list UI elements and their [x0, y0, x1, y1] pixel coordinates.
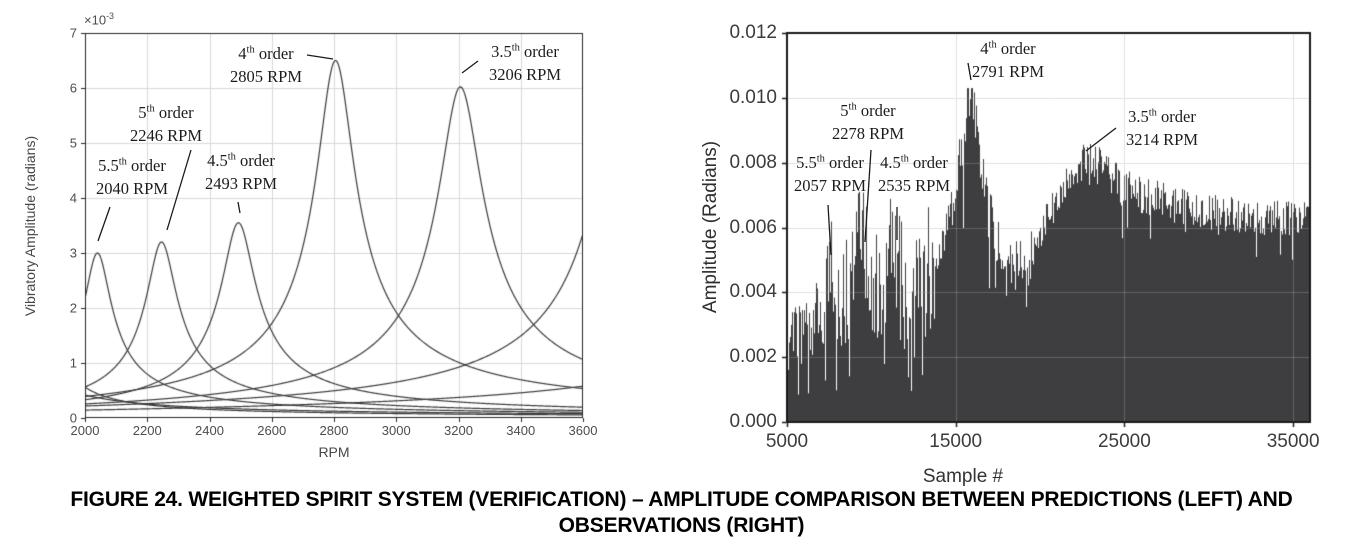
- annotation-order-line: 4th order: [980, 39, 1036, 58]
- left-prediction-plot-canvas: [79, 27, 589, 424]
- left-chart-x-tick-3000: 3000: [381, 423, 411, 438]
- right-annotation-4.5th-order: 4.5th order 2535 RPM: [878, 151, 950, 197]
- annotation-order-line: 3.5th order: [491, 42, 559, 61]
- annotation-rpm-line: 3214 RPM: [1126, 130, 1198, 149]
- exponent-superscript: -3: [106, 11, 115, 21]
- left-chart-y-tick-2: 2: [69, 300, 77, 316]
- annotation-rpm-line: 2040 RPM: [96, 179, 168, 198]
- left-annotation-5th-order: 5th order 2246 RPM: [130, 101, 202, 147]
- left-chart-x-tick-2800: 2800: [319, 423, 349, 438]
- annotation-order-line: 4.5th order: [880, 153, 948, 172]
- annotation-rpm-line: 2535 RPM: [878, 176, 950, 195]
- left-y-axis-exponent-label: ×10-3: [84, 11, 114, 27]
- figure-caption-line-2: OBSERVATIONS (RIGHT): [558, 514, 805, 537]
- left-chart-x-tick-2200: 2200: [132, 423, 162, 438]
- right-chart-y-tick-0.006: 0.006: [729, 216, 777, 238]
- right-annotation-5.5th-order: 5.5th order 2057 RPM: [794, 151, 866, 197]
- figure-caption: FIGURE 24. WEIGHTED SPIRIT SYSTEM (VERIF…: [0, 487, 1363, 539]
- annotation-order-line: 4th order: [238, 44, 294, 63]
- right-y-axis-title: Amplitude (Radians): [700, 140, 721, 314]
- left-chart-x-tick-3600: 3600: [568, 423, 598, 438]
- right-chart-x-tick-15000: 15000: [929, 431, 983, 452]
- annotation-rpm-line: 2493 RPM: [205, 174, 277, 193]
- right-chart-y-tick-0.000: 0.000: [729, 411, 777, 432]
- right-observation-plot-canvas: [781, 27, 1316, 428]
- right-annotation-3.5th-order: 3.5th order 3214 RPM: [1126, 105, 1198, 151]
- right-chart-y-tick-0.008: 0.008: [729, 151, 777, 173]
- right-chart-y-tick-0.002: 0.002: [729, 346, 777, 368]
- annotation-rpm-line: 2805 RPM: [230, 67, 302, 86]
- left-chart-y-tick-5: 5: [69, 135, 77, 151]
- annotation-order-line: 4.5th order: [207, 151, 275, 170]
- left-annotation-4th-order: 4th order 2805 RPM: [230, 42, 302, 88]
- right-x-axis-title: Sample #: [922, 466, 1004, 487]
- annotation-order-line: 5th order: [138, 103, 194, 122]
- exponent-base: ×10: [84, 12, 107, 28]
- left-chart-y-tick-7: 7: [69, 25, 77, 41]
- right-chart-y-tick-0.004: 0.004: [729, 281, 777, 303]
- right-annotation-4th-order: 4th order 2791 RPM: [972, 37, 1044, 83]
- annotation-rpm-line: 2278 RPM: [832, 124, 904, 143]
- annotation-rpm-line: 2791 RPM: [972, 62, 1044, 81]
- annotation-order-line: 5th order: [840, 101, 896, 120]
- left-annotation-5.5th-order: 5.5th order 2040 RPM: [96, 154, 168, 200]
- figure-caption-line-1: FIGURE 24. WEIGHTED SPIRIT SYSTEM (VERIF…: [70, 488, 1293, 511]
- left-chart-x-tick-2600: 2600: [257, 423, 287, 438]
- left-y-axis-title: Vibratory Amplitude (radians): [22, 135, 38, 317]
- left-chart-y-tick-3: 3: [69, 245, 77, 261]
- annotation-order-line: 5.5th order: [98, 156, 166, 175]
- left-chart-y-tick-4: 4: [69, 190, 77, 206]
- annotation-rpm-line: 2246 RPM: [130, 126, 202, 145]
- right-chart-x-tick-25000: 25000: [1097, 431, 1151, 452]
- right-chart-y-tick-0.012: 0.012: [729, 22, 777, 43]
- annotation-order-line: 5.5th order: [796, 153, 864, 172]
- left-chart-y-tick-6: 6: [69, 80, 77, 96]
- left-chart-x-tick-2400: 2400: [195, 423, 224, 438]
- right-chart-y-tick-0.010: 0.010: [729, 86, 777, 108]
- left-chart-x-tick-3400: 3400: [506, 423, 536, 438]
- left-chart-y-tick-1: 1: [69, 355, 77, 371]
- left-chart-y-tick-0: 0: [69, 410, 77, 426]
- left-chart-x-tick-2000: 2000: [70, 423, 100, 438]
- left-chart-x-tick-3200: 3200: [444, 423, 473, 438]
- left-x-axis-title: RPM: [318, 444, 350, 460]
- right-annotation-5th-order: 5th order 2278 RPM: [832, 99, 904, 145]
- annotation-rpm-line: 3206 RPM: [489, 65, 561, 84]
- annotation-order-line: 3.5th order: [1128, 107, 1196, 126]
- annotation-rpm-line: 2057 RPM: [794, 176, 866, 195]
- right-chart-x-tick-35000: 35000: [1266, 431, 1320, 452]
- right-chart-x-tick-5000: 5000: [765, 431, 809, 452]
- left-annotation-3.5th-order: 3.5th order 3206 RPM: [489, 40, 561, 86]
- left-annotation-4.5th-order: 4.5th order 2493 RPM: [205, 149, 277, 195]
